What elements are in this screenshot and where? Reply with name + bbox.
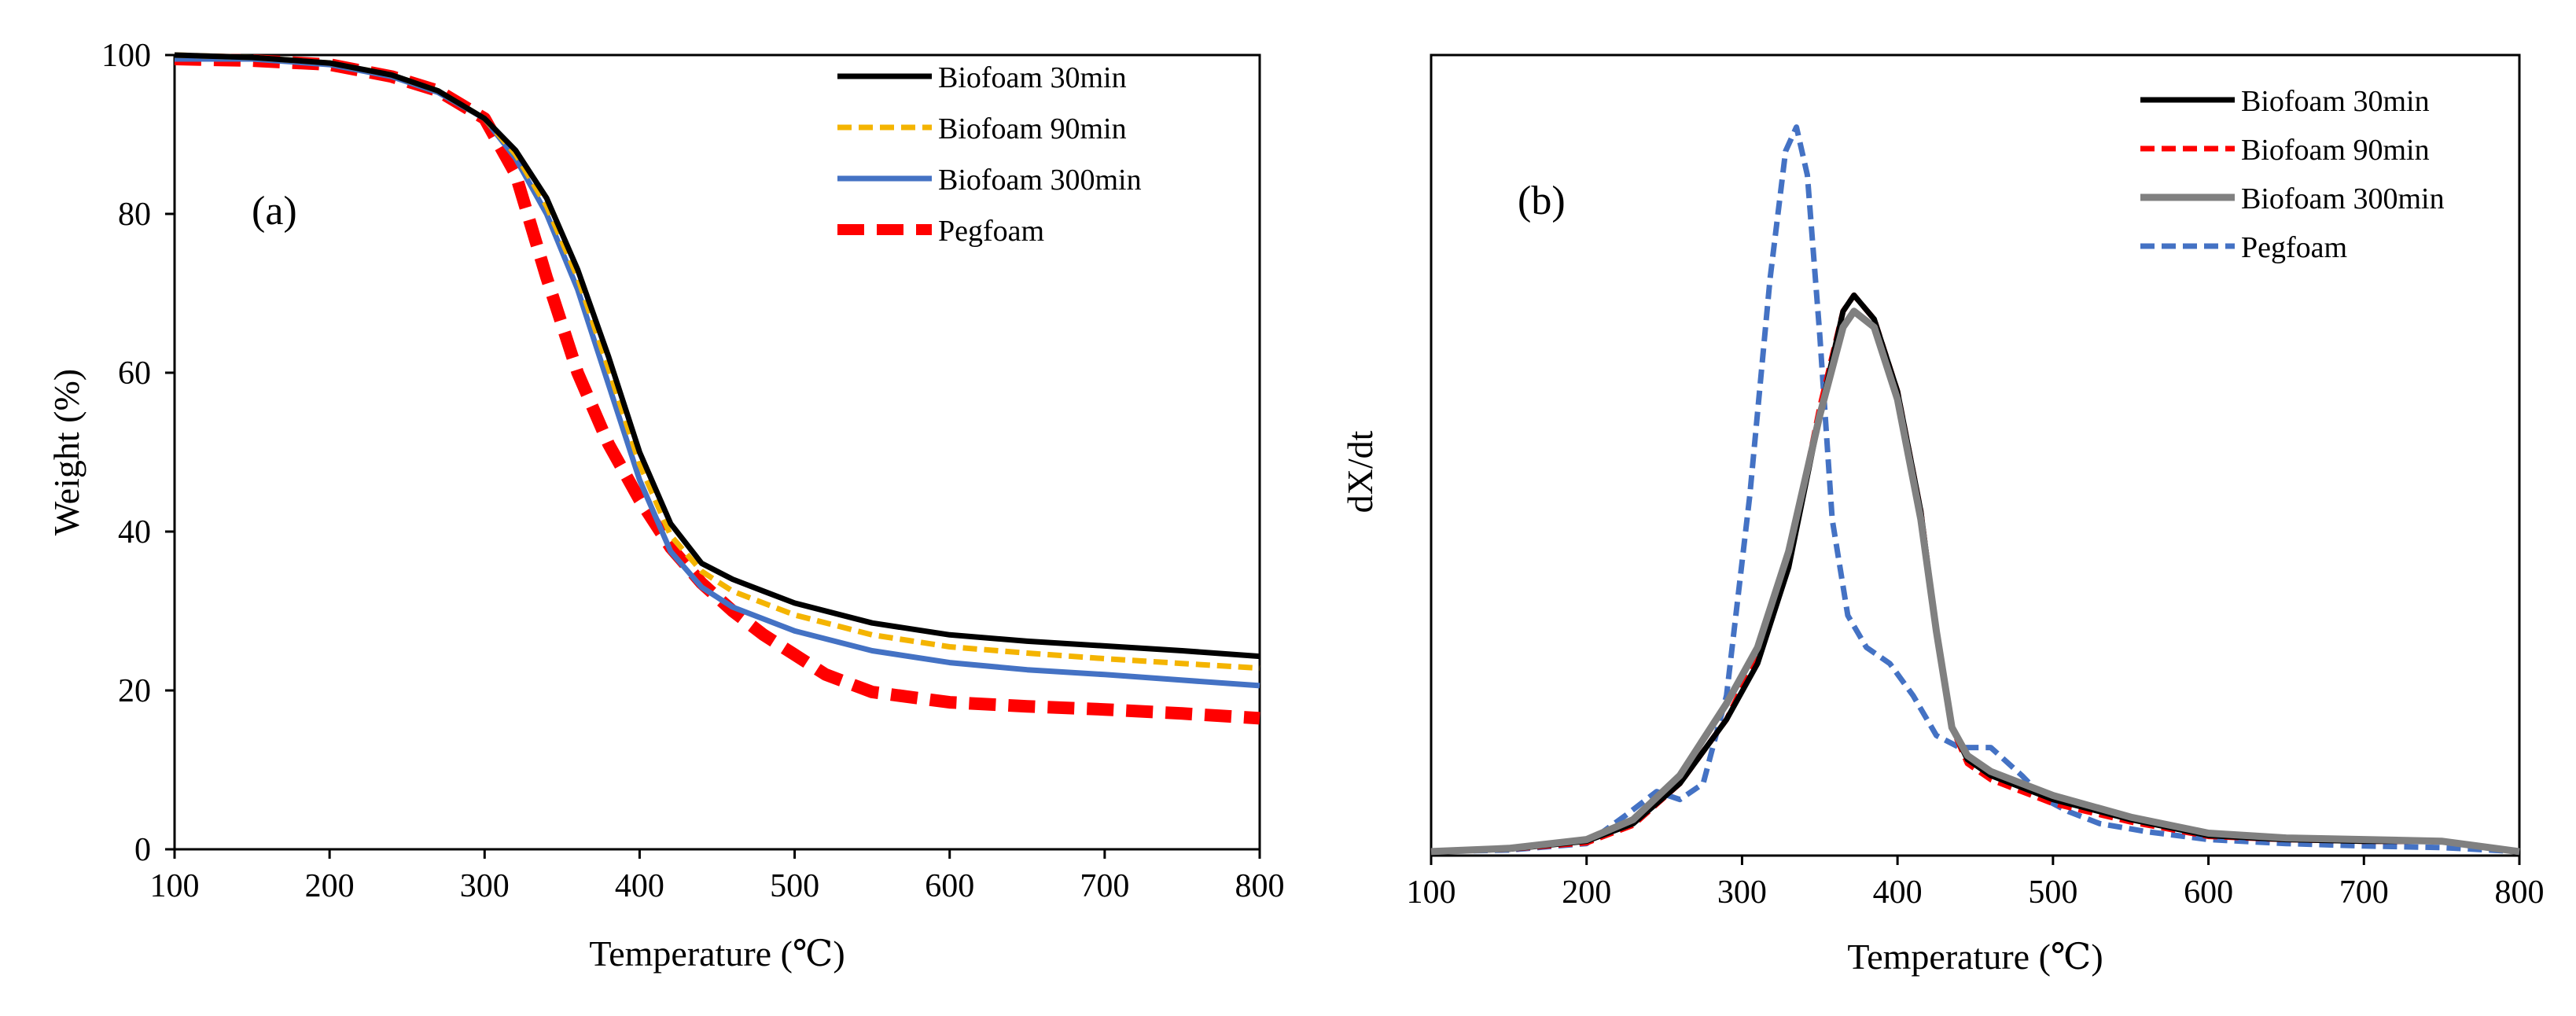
x-tick-label: 700 (2339, 874, 2389, 911)
y-tick-label: 60 (118, 355, 151, 392)
x-tick-label: 800 (1235, 868, 1285, 904)
x-tick-label: 600 (925, 868, 974, 904)
panel-b: 100 200 300 400 500 600 700 800 Biofoam 30minBi… (1340, 53, 2545, 977)
panel-label-a: (a) (252, 189, 297, 234)
y-tick-label: 40 (118, 514, 151, 550)
x-tick-label: 300 (460, 868, 510, 904)
legend-label: Biofoam 90min (938, 112, 1127, 145)
series-group-b (1430, 124, 2520, 856)
legend-b: Biofoam 30min Biofoam 90min Biofoam 300min… (2140, 85, 2445, 264)
series-line (174, 53, 1260, 725)
panel-a: 100 200 300 400 500 600 700 800 0 20 40 60 80 100 Bi… (46, 38, 1285, 974)
x-tick-label: 100 (1407, 874, 1456, 911)
legend-a: Biofoam 30min Biofoam 90min Biofoam 300min… (837, 61, 1142, 248)
legend-label: Biofoam 300min (938, 164, 1142, 197)
x-tick-label: 500 (2028, 874, 2077, 911)
x-tick-label: 200 (305, 868, 355, 904)
x-tick-label: 500 (770, 868, 819, 904)
x-tick-label: 300 (1717, 874, 1767, 911)
x-tick-label: 700 (1080, 868, 1129, 904)
legend-label: Biofoam 300min (2241, 182, 2445, 215)
y-tick-label: 20 (118, 673, 151, 709)
x-tick-label: 400 (1873, 874, 1923, 911)
x-tick-label: 800 (2495, 874, 2545, 911)
series-group-a (174, 52, 1260, 725)
legend-label: Biofoam 30min (2241, 85, 2430, 118)
x-tick-label: 200 (1562, 874, 1611, 911)
series-line (174, 52, 1260, 660)
legend-label: Biofoam 90min (2241, 134, 2430, 167)
y-tick-label: 80 (118, 197, 151, 233)
y-tick-label: 100 (101, 38, 151, 74)
x-ticks-b: 100 200 300 400 500 600 700 800 (1407, 856, 2545, 911)
series-line (1430, 307, 2520, 856)
series-line (175, 56, 1260, 689)
series-line (174, 52, 1260, 672)
legend-label: Pegfoam (2241, 231, 2347, 264)
x-ticks-a: 100 200 300 400 500 600 700 800 (150, 849, 1285, 904)
x-tick-label: 100 (150, 868, 200, 904)
y-ticks-a: 0 20 40 60 80 100 (101, 38, 175, 868)
series-line (1430, 124, 2520, 855)
series-line (1430, 292, 2520, 855)
legend-label: Biofoam 30min (938, 61, 1127, 94)
plot-frame-a (173, 53, 1261, 851)
x-axis-label-a: Temperature (℃) (589, 933, 845, 974)
x-axis-label-b: Temperature (℃) (1847, 937, 2103, 977)
y-axis-label-b: dX/dt (1340, 430, 1380, 513)
y-axis-label-a: Weight (%) (46, 369, 86, 536)
panel-label-b: (b) (1518, 179, 1566, 223)
y-tick-label: 0 (134, 832, 151, 868)
x-tick-label: 600 (2184, 874, 2233, 911)
plot-frame-b (1430, 53, 2521, 857)
legend-label: Pegfoam (938, 215, 1044, 248)
x-tick-label: 400 (615, 868, 664, 904)
